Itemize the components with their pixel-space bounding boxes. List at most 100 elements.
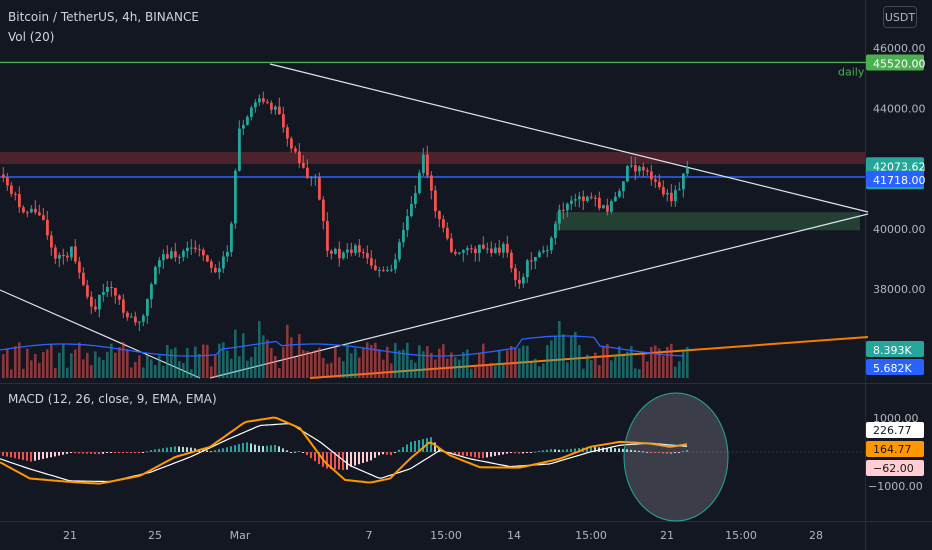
candle-body (10, 185, 13, 194)
candle-body (58, 254, 61, 259)
macd-histogram-bar (70, 452, 72, 454)
current-price-label: 42073.62 (873, 160, 926, 173)
candle-body (310, 177, 313, 179)
candle-body (462, 250, 465, 253)
volume-bar (14, 346, 17, 378)
candle-body (26, 212, 29, 214)
candle-body (66, 255, 69, 258)
volume-bar (586, 354, 589, 378)
macd-histogram-bar (594, 447, 596, 452)
volume-bar (390, 363, 393, 378)
macd-histogram-bar (518, 452, 520, 454)
candle-body (646, 170, 649, 172)
candle-body (206, 255, 209, 262)
volume-bar (402, 349, 405, 378)
macd-histogram-bar (674, 452, 676, 454)
volume-bar (306, 351, 309, 378)
volume-bar (570, 336, 573, 378)
price-tick-label: 46000.00 (873, 42, 926, 55)
volume-bar (2, 354, 5, 378)
candle-body (682, 173, 685, 190)
volume-bar (314, 350, 317, 378)
macd-histogram-bar (554, 449, 556, 452)
macd-histogram-bar (526, 452, 528, 453)
volume-bar (238, 356, 241, 378)
candle-body (498, 247, 501, 253)
volume-bar (226, 350, 229, 378)
macd-histogram-bar (390, 452, 392, 456)
candle-body (434, 190, 437, 212)
volume-bar (678, 361, 681, 378)
candle-body (390, 269, 393, 271)
candle-body (242, 124, 245, 129)
macd-histogram-bar (270, 445, 272, 452)
candle-body (458, 252, 461, 254)
volume-bar (262, 335, 265, 378)
volume-bar (514, 348, 517, 378)
candle-body (574, 199, 577, 201)
candle-body (338, 248, 341, 259)
macd-histogram-bar (578, 448, 580, 452)
candle-body (126, 312, 129, 318)
macd-histogram-bar (226, 447, 228, 452)
daily-level-tag: daily (838, 65, 865, 78)
candle-body (234, 170, 237, 224)
time-tick-label: 28 (809, 529, 823, 542)
macd-histogram-bar (530, 452, 532, 453)
candle-body (526, 260, 529, 278)
volume-bar (622, 355, 625, 378)
volume-bar (94, 351, 97, 378)
macd-orange-line (0, 416, 688, 485)
candle-body (678, 189, 681, 191)
candle-body (546, 250, 549, 252)
candle-body (214, 267, 217, 273)
macd-histogram-bar (638, 450, 640, 452)
candle-body (466, 248, 469, 251)
volume-bar (74, 349, 77, 378)
macd-histogram-bar (178, 446, 180, 452)
macd-histogram-bar (190, 447, 192, 452)
candle-body (262, 98, 265, 102)
candle-body (282, 114, 285, 128)
candle-body (222, 256, 225, 269)
candle-body (482, 244, 485, 249)
candle-body (450, 238, 453, 252)
volume-bar (18, 342, 21, 378)
volume-bar (274, 356, 277, 378)
support-zone (556, 212, 860, 231)
macd-value-label: 226.77 (873, 424, 912, 437)
volume-bar (506, 350, 509, 378)
candle-body (474, 248, 477, 254)
volume-bar (354, 348, 357, 378)
volume-bar (486, 364, 489, 378)
currency-button[interactable]: USDT (883, 6, 917, 28)
macd-histogram-bar (10, 452, 12, 458)
macd-histogram-bar (302, 452, 304, 453)
volume-bar (490, 362, 493, 378)
volume-bar (330, 362, 333, 378)
candle-body (326, 221, 329, 251)
volume-bar (350, 353, 353, 378)
volume-bar (298, 334, 301, 378)
macd-histogram-bar (238, 444, 240, 452)
histogram-value-box (866, 460, 924, 476)
volume-bar (178, 361, 181, 378)
macd-histogram-bar (346, 452, 348, 470)
macd-histogram-bar (618, 448, 620, 452)
volume-ma-value-label: 5.682K (873, 362, 912, 375)
volume-bar (254, 346, 257, 378)
candle-body (294, 148, 297, 152)
volume-bar (666, 346, 669, 378)
macd-histogram-bar (550, 449, 552, 452)
candle-body (602, 205, 605, 209)
macd-histogram-bar (54, 452, 56, 457)
macd-histogram-bar (30, 452, 32, 462)
candle-body (70, 246, 73, 258)
volume-bar (338, 357, 341, 378)
macd-histogram-bar (654, 452, 656, 453)
volume-bar (250, 356, 253, 378)
macd-histogram-bar (678, 452, 680, 453)
macd-histogram-bar (94, 452, 96, 454)
candle-body (502, 243, 505, 253)
